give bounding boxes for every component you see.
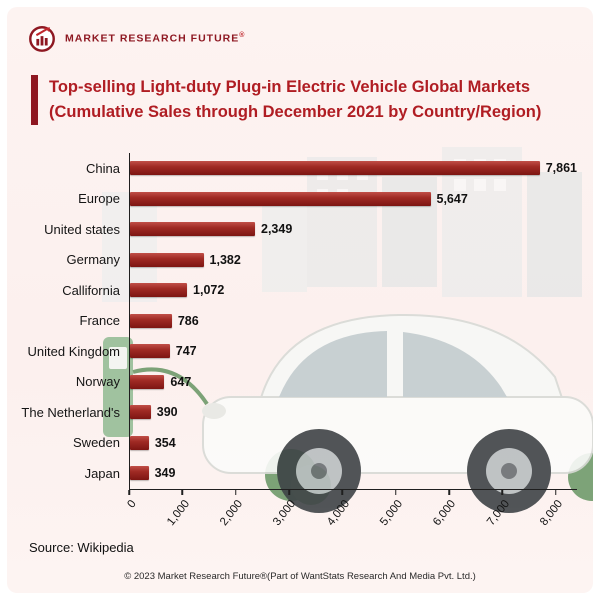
brand-logo-icon — [29, 26, 55, 52]
bar — [130, 466, 149, 481]
category-labels: China Europe United states Germany Calliforn… — [15, 153, 129, 490]
category-label: United states — [44, 221, 120, 237]
value-label: 747 — [175, 344, 197, 359]
bar-row: 354 — [130, 428, 577, 459]
plot-area: 7,861 5,647 2,349 1,382 1,072 786 747 647 390 354… — [129, 153, 577, 490]
copyright-footer: © 2023 Market Research Future®(Part of W… — [124, 571, 476, 582]
bar — [130, 222, 255, 237]
title-accent-bar — [31, 75, 38, 125]
category-label: Europe — [78, 191, 120, 207]
value-label: 390 — [156, 405, 178, 420]
x-axis-tick — [288, 489, 290, 495]
x-axis-tick — [181, 489, 184, 495]
bar-row: 2,349 — [130, 214, 577, 245]
bar — [130, 374, 165, 389]
brand-name: MARKET RESEARCH FUTURE® — [65, 31, 246, 45]
chart-title-block: Top-selling Light-duty Plug-in Electric … — [31, 75, 573, 125]
value-label: 647 — [170, 374, 192, 389]
bar-row: 786 — [130, 306, 577, 337]
bar-row: 390 — [130, 397, 577, 428]
category-label: Japan — [84, 465, 120, 481]
x-axis-tick — [394, 489, 397, 495]
bar-row: 5,647 — [130, 184, 577, 215]
bar — [130, 283, 188, 298]
bar — [130, 161, 540, 176]
bar-row: 1,382 — [130, 245, 577, 276]
category-label: Callifornia — [62, 282, 120, 298]
bar-row: 349 — [130, 458, 577, 489]
category-label: Germany — [66, 252, 120, 268]
chart-title-line2: (Cumulative Sales through December 2021 … — [49, 102, 542, 121]
bar-row: 647 — [130, 367, 577, 398]
x-axis-tick — [128, 489, 130, 495]
infographic-card: MARKET RESEARCH FUTURE® Top-selling Ligh… — [7, 7, 593, 593]
bar — [130, 344, 170, 359]
value-label: 349 — [154, 466, 176, 481]
x-axis-tick — [501, 489, 504, 495]
value-label: 354 — [154, 435, 176, 450]
source-note: Source: Wikipedia — [29, 540, 134, 555]
bar-row: 7,861 — [130, 153, 577, 184]
bar-row: 747 — [130, 336, 577, 367]
category-label: United Kingdom — [27, 343, 121, 359]
brand-logo: MARKET RESEARCH FUTURE® — [27, 23, 245, 53]
value-label: 1,382 — [209, 252, 241, 267]
bar — [130, 313, 172, 328]
category-label: The Netherland's — [21, 404, 120, 420]
x-axis: 0 1,000 2,000 3,000 4,000 5,000 6,000 7,000 8,00… — [125, 489, 577, 542]
bar-row: 1,072 — [130, 275, 577, 306]
chart-title-line1: Top-selling Light-duty Plug-in Electric … — [49, 78, 531, 96]
bar — [130, 435, 149, 450]
bar — [130, 191, 431, 206]
bar — [130, 405, 151, 420]
value-label: 5,647 — [436, 191, 468, 206]
x-axis-tick — [448, 489, 450, 495]
value-label: 1,072 — [193, 283, 225, 298]
category-label: China — [86, 160, 120, 176]
category-label: France — [79, 313, 120, 329]
category-label: Sweden — [73, 435, 120, 451]
bar — [130, 252, 204, 267]
value-label: 7,861 — [545, 161, 577, 176]
chart-title: Top-selling Light-duty Plug-in Electric … — [49, 75, 541, 125]
x-axis-tick — [234, 489, 237, 495]
value-label: 786 — [177, 313, 199, 328]
value-label: 2,349 — [261, 222, 293, 237]
x-axis-tick — [341, 489, 344, 495]
registered-mark: ® — [239, 31, 246, 39]
bar-chart: China Europe United states Germany Calliforn… — [15, 153, 577, 542]
category-label: Norway — [75, 374, 120, 390]
x-axis-tick — [554, 489, 557, 495]
